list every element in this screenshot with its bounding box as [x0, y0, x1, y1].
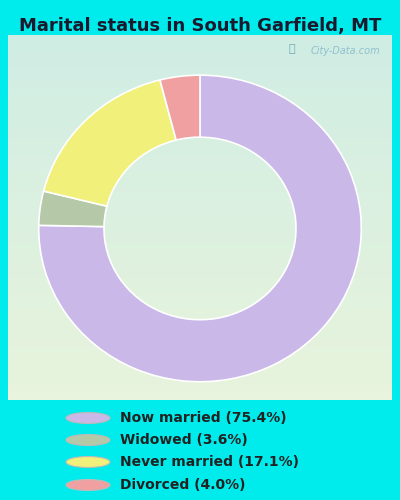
Text: Marital status in South Garfield, MT: Marital status in South Garfield, MT — [19, 18, 381, 36]
Circle shape — [66, 456, 110, 468]
Wedge shape — [44, 80, 176, 206]
Circle shape — [66, 412, 110, 424]
Text: Now married (75.4%): Now married (75.4%) — [120, 411, 287, 425]
Wedge shape — [160, 75, 200, 140]
Wedge shape — [39, 191, 107, 226]
Text: Widowed (3.6%): Widowed (3.6%) — [120, 433, 248, 447]
Circle shape — [66, 480, 110, 490]
Wedge shape — [39, 75, 361, 382]
Text: City-Data.com: City-Data.com — [311, 46, 380, 56]
Text: Divorced (4.0%): Divorced (4.0%) — [120, 478, 246, 492]
Circle shape — [66, 434, 110, 446]
Text: Never married (17.1%): Never married (17.1%) — [120, 455, 299, 469]
Text: ⓘ: ⓘ — [288, 44, 295, 54]
